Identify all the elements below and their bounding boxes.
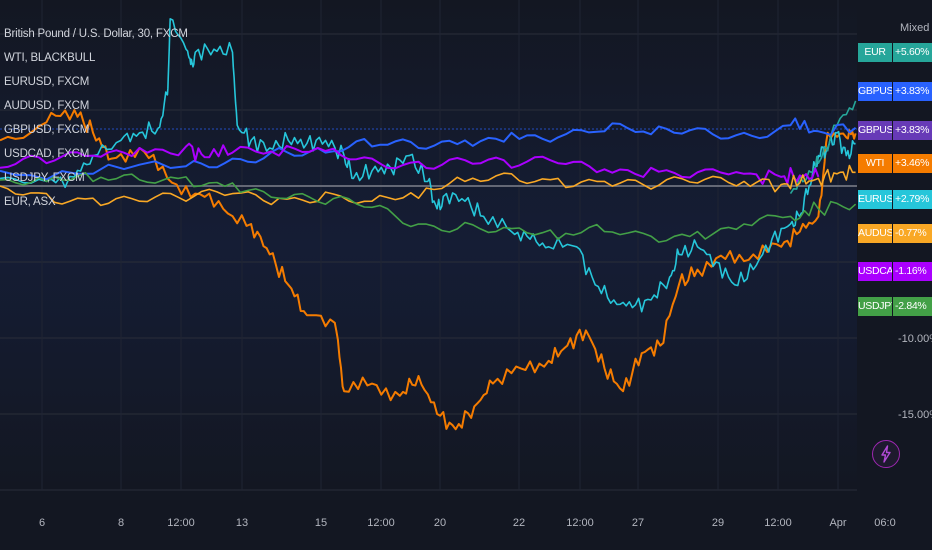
badge-symbol[interactable]: EURUSD bbox=[858, 190, 892, 209]
badge-percent: +5.60% bbox=[893, 43, 932, 62]
scale-mode-label[interactable]: Mixed bbox=[900, 22, 930, 34]
x-tick-label: 12:00 bbox=[167, 517, 195, 529]
badge-percent: -1.16% bbox=[893, 262, 932, 281]
x-tick-label: 12:00 bbox=[764, 517, 792, 529]
price-scale[interactable]: -10.00% -15.00% bbox=[898, 333, 932, 421]
x-tick-label: 12:00 bbox=[367, 517, 395, 529]
badge-percent: +3.83% bbox=[893, 121, 932, 140]
x-tick-label: 13 bbox=[236, 517, 248, 529]
legend-symbol-label[interactable]: AUDUSD, FXCM bbox=[4, 100, 90, 112]
series-line-usdjpy[interactable] bbox=[0, 171, 857, 243]
legend-symbol-label[interactable]: British Pound / U.S. Dollar, 30, FXCM bbox=[4, 28, 188, 40]
x-tick-label: 6 bbox=[39, 517, 45, 529]
badge-percent: -0.77% bbox=[893, 224, 932, 243]
plot-background bbox=[0, 0, 857, 490]
badge-symbol[interactable]: USDJPY bbox=[858, 297, 892, 316]
badge-symbol[interactable]: AUDUSD bbox=[858, 224, 892, 243]
bolt-glyph bbox=[881, 445, 891, 463]
legend-symbol-label[interactable]: WTI, BLACKBULL bbox=[4, 52, 96, 64]
x-tick-label: 8 bbox=[118, 517, 124, 529]
series-line-wti[interactable] bbox=[0, 109, 857, 431]
series-line-audusd[interactable] bbox=[0, 164, 856, 207]
badge-percent: +3.83% bbox=[893, 82, 932, 101]
y-tick-label: -10.00% bbox=[898, 333, 932, 345]
series-line-gbpusd[interactable] bbox=[0, 117, 857, 181]
badge-symbol[interactable]: WTI bbox=[858, 154, 892, 173]
badge-percent: +3.46% bbox=[893, 154, 932, 173]
x-tick-label: 22 bbox=[513, 517, 525, 529]
x-tick-label: 06:0 bbox=[874, 517, 895, 529]
legend-symbol-label[interactable]: USDCAD, FXCM bbox=[4, 148, 90, 160]
x-tick-label: 27 bbox=[632, 517, 644, 529]
lightning-bolt-icon[interactable] bbox=[872, 440, 900, 468]
x-tick-label: 20 bbox=[434, 517, 446, 529]
badge-symbol[interactable]: GBPUSD bbox=[858, 82, 892, 101]
series-layer bbox=[0, 18, 857, 431]
badge-symbol[interactable]: USDCAD bbox=[858, 262, 892, 281]
legend-symbol-label[interactable]: EURUSD, FXCM bbox=[4, 76, 90, 88]
badge-percent: -2.84% bbox=[893, 297, 932, 316]
time-scale[interactable]: 6 8 12:00 13 15 12:00 20 22 12:00 27 29 12:00 Apr 06:… bbox=[39, 517, 896, 529]
y-tick-label: -15.00% bbox=[898, 409, 932, 421]
legend-symbol-label[interactable]: GBPUSD, FXCM bbox=[4, 124, 90, 136]
legend-symbol-label[interactable]: USDJPY, FXCM bbox=[4, 172, 85, 184]
badge-percent: +2.79% bbox=[893, 190, 932, 209]
badge-symbol[interactable]: EUR bbox=[858, 43, 892, 62]
series-line-eur[interactable] bbox=[789, 100, 857, 195]
x-tick-label: 29 bbox=[712, 517, 724, 529]
badge-symbol[interactable]: GBPUSD bbox=[858, 121, 892, 140]
legend-symbol-label[interactable]: EUR, ASX bbox=[4, 196, 56, 208]
x-tick-label: Apr bbox=[829, 517, 846, 529]
series-line-eurusd[interactable] bbox=[0, 18, 856, 313]
x-tick-label: 15 bbox=[315, 517, 327, 529]
x-tick-label: 12:00 bbox=[566, 517, 594, 529]
series-line-usdcad[interactable] bbox=[0, 142, 820, 185]
